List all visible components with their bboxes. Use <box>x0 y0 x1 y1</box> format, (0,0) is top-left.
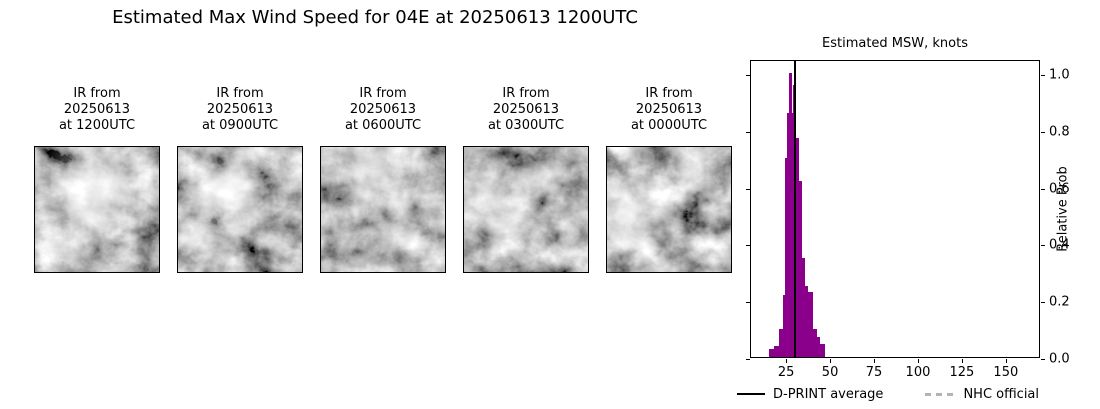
y-axis-tick-right <box>1041 302 1045 304</box>
ir-label-line1: IR from <box>359 86 407 101</box>
ir-panel-label: IR from 20250613 at 0300UTC <box>463 86 589 134</box>
ir-label-line3: at 0600UTC <box>344 118 422 133</box>
legend-label-nhc: NHC official <box>963 386 1040 402</box>
ir-satellite-image <box>177 146 303 273</box>
x-axis-tick-label: 25 <box>777 365 795 380</box>
x-axis-tick <box>830 359 832 363</box>
y-axis-tick-label: 0.0 <box>1049 351 1070 367</box>
ir-label-line3: at 0900UTC <box>201 118 279 133</box>
y-axis-tick-right <box>1041 188 1045 190</box>
y-axis-tick-right <box>1041 245 1045 247</box>
y-axis-tick-left <box>746 245 750 247</box>
chart-legend: D-PRINT average NHC official <box>737 384 1087 404</box>
y-axis-label: Relative Prob <box>1055 166 1071 252</box>
dprint-average-line <box>793 61 796 357</box>
histogram-bar <box>798 181 802 357</box>
ir-label-line1: IR from <box>73 86 121 101</box>
ir-satellite-image <box>463 146 589 273</box>
ir-label-line3: at 0300UTC <box>487 118 565 133</box>
ir-panel-label: IR from 20250613 at 0000UTC <box>606 86 732 134</box>
y-axis-tick-label: 0.2 <box>1049 294 1070 310</box>
ir-satellite-image <box>320 146 446 273</box>
histogram-bar <box>786 112 790 357</box>
x-axis-tick-label: 125 <box>949 365 975 380</box>
y-axis-tick-label: 0.4 <box>1049 237 1070 253</box>
ir-panel: IR from 20250613 at 0000UTC <box>606 86 732 273</box>
ir-label-line2: 20250613 <box>63 102 131 117</box>
y-axis-tick-label: 0.6 <box>1049 181 1070 197</box>
ir-satellite-image <box>34 146 160 273</box>
figure-title: Estimated Max Wind Speed for 04E at 2025… <box>112 7 638 28</box>
ir-satellite-image <box>606 146 732 273</box>
ir-label-line2: 20250613 <box>635 102 703 117</box>
chart-title: Estimated MSW, knots <box>822 36 968 51</box>
histogram-bar <box>779 328 783 357</box>
legend-solid-line-swatch <box>737 393 765 395</box>
histogram-bar <box>789 73 792 357</box>
histogram-bar <box>801 257 805 357</box>
legend-label-dprint: D-PRINT average <box>773 386 884 402</box>
ir-panel: IR from 20250613 at 0300UTC <box>463 86 589 273</box>
ir-label-line2: 20250613 <box>206 102 274 117</box>
y-axis-tick-left <box>746 302 750 304</box>
ir-label-line3: at 0000UTC <box>630 118 708 133</box>
ir-label-line1: IR from <box>216 86 264 101</box>
histogram-bar <box>785 158 787 357</box>
y-axis-tick-left <box>746 131 750 133</box>
y-axis-tick-right <box>1041 359 1045 360</box>
ir-label-line2: 20250613 <box>492 102 560 117</box>
ir-label-line1: IR from <box>502 86 550 101</box>
histogram-bar <box>769 348 775 357</box>
x-axis-tick <box>786 359 788 363</box>
x-axis-tick-label: 150 <box>993 365 1019 380</box>
x-axis-tick <box>874 359 876 363</box>
histogram-bar <box>804 286 809 357</box>
y-axis-tick-label: 1.0 <box>1049 67 1070 83</box>
y-axis-tick-right <box>1041 131 1045 133</box>
histogram-plot-area: 25 50 75 100 125 150 0.0 0.2 0.4 0.6 0.8 1.0 <box>746 60 1070 380</box>
x-axis-tick-label: 100 <box>905 365 931 380</box>
histogram-bar <box>808 291 813 357</box>
ir-panel: IR from 20250613 at 1200UTC <box>34 86 160 273</box>
ir-panel: IR from 20250613 at 0600UTC <box>320 86 446 273</box>
ir-label-line3: at 1200UTC <box>58 118 136 133</box>
ir-panel-label: IR from 20250613 at 1200UTC <box>34 86 160 134</box>
x-axis-tick-label: 50 <box>821 365 839 380</box>
ir-panel-label: IR from 20250613 at 0600UTC <box>320 86 446 134</box>
ir-label-line1: IR from <box>645 86 693 101</box>
y-axis-tick-left <box>746 188 750 190</box>
histogram-bar <box>820 344 826 357</box>
y-axis-tick-label: 0.8 <box>1049 124 1070 140</box>
ir-panel-label: IR from 20250613 at 0900UTC <box>177 86 303 134</box>
x-axis-tick <box>1005 359 1007 363</box>
x-axis-tick <box>917 359 919 363</box>
y-axis-tick-left <box>746 75 750 77</box>
histogram-bar <box>774 345 780 357</box>
ir-panel: IR from 20250613 at 0900UTC <box>177 86 303 273</box>
y-axis-tick-left <box>746 359 750 360</box>
x-axis-tick <box>961 359 963 363</box>
legend-dashed-line-swatch <box>925 392 956 396</box>
histogram-bar <box>816 337 821 357</box>
x-axis-tick-label: 75 <box>865 365 883 380</box>
histogram-bar <box>782 294 786 357</box>
histogram-bar <box>791 112 793 357</box>
histogram-bar <box>812 328 817 357</box>
y-axis-tick-right <box>1041 75 1045 77</box>
histogram-bar <box>795 138 799 357</box>
ir-label-line2: 20250613 <box>349 102 417 117</box>
